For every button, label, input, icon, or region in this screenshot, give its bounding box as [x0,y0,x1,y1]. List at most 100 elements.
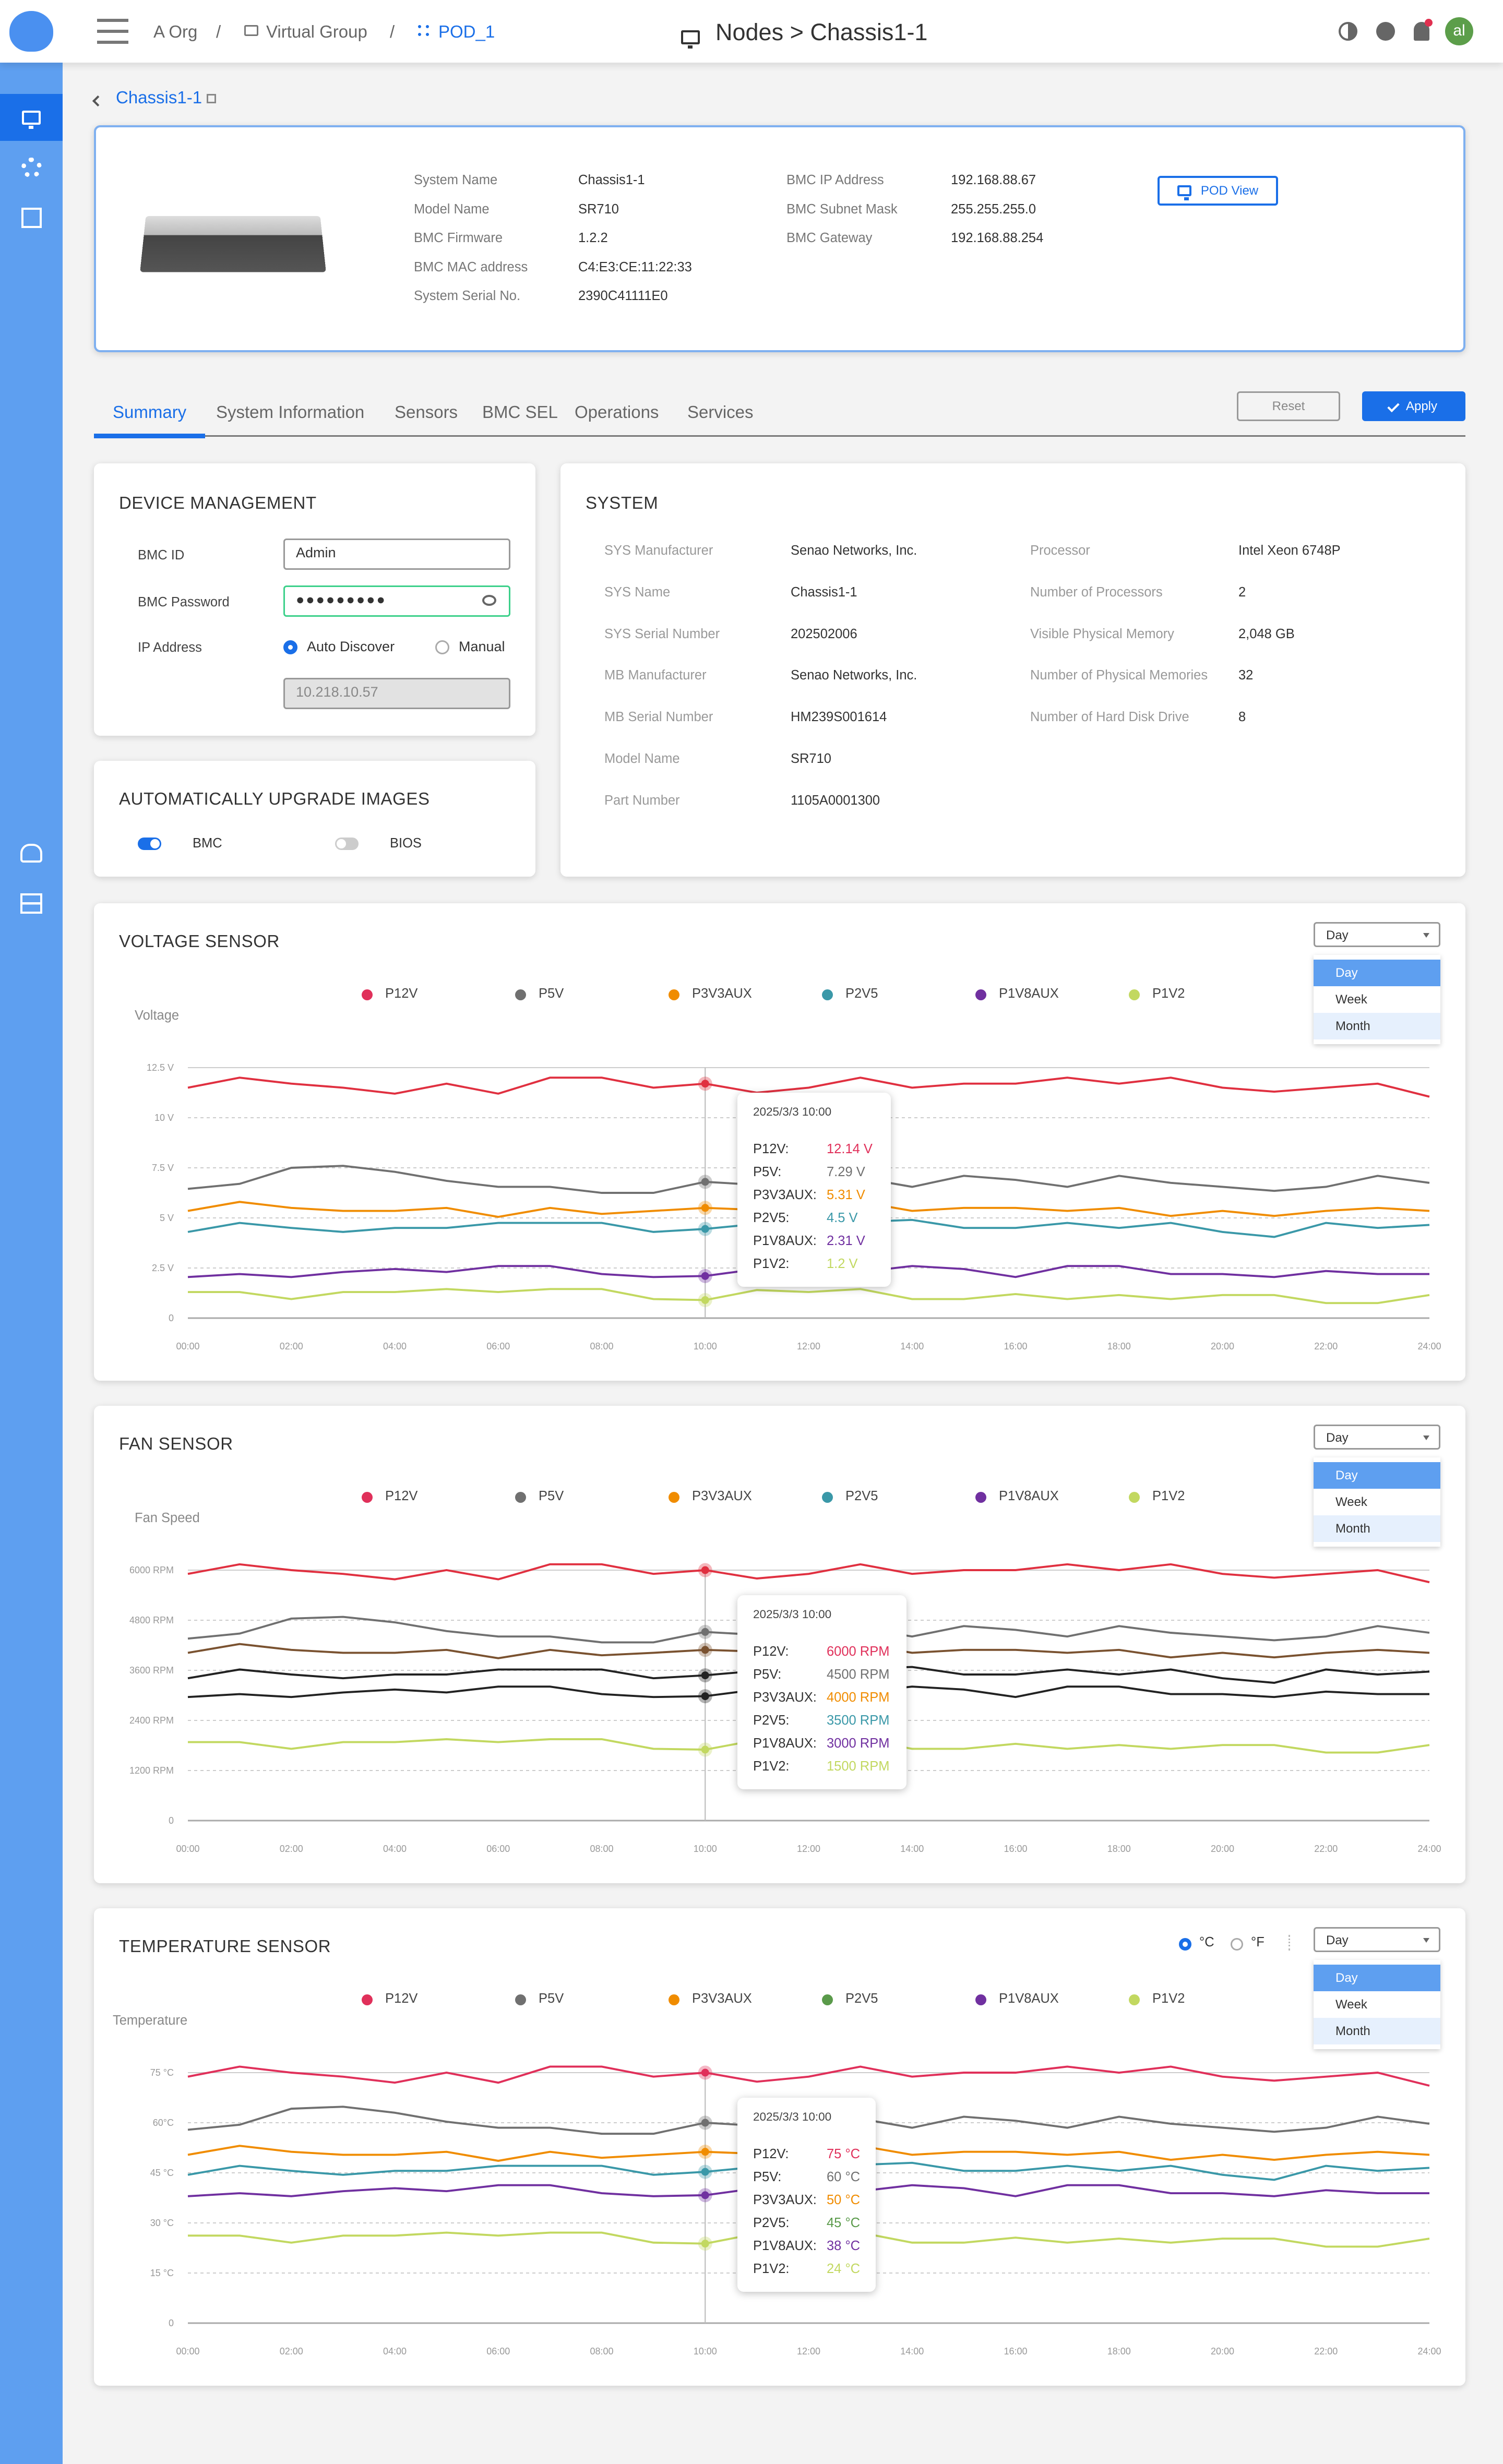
chart-tooltip: 2025/3/3 10:00 P12V: 75 °C P5V: 60 °C P3V3AUX… [737,2098,876,2292]
help-icon[interactable] [1376,22,1395,41]
chevron-down-icon [1423,933,1429,938]
legend-label-p12v[interactable]: P12V [385,1489,418,1503]
hover-point [701,2119,709,2127]
tooltip-series-name: P2V5: [753,2216,790,2231]
legend-label-p1v2[interactable]: P1V2 [1152,986,1185,1001]
breadcrumb-virtual-group[interactable]: Virtual Group [266,22,367,41]
tooltip-series-value: 3500 RPM [827,1713,890,1728]
range-option-day[interactable]: Day [1314,960,1440,986]
reset-button[interactable]: Reset [1237,391,1340,421]
sidebar-item-users[interactable] [0,830,63,877]
more-icon[interactable] [1289,1935,1290,1951]
tooltip-series-name: P3V3AUX: [753,1188,817,1203]
tab-operations[interactable]: Operations [575,402,659,422]
bios-toggle[interactable] [335,838,359,850]
bmc-id-input[interactable]: Admin [283,539,510,570]
apply-button[interactable]: Apply [1362,391,1465,421]
breadcrumb-org[interactable]: A Org [153,22,198,41]
auto-discover-radio[interactable] [283,640,297,654]
app-logo[interactable] [9,11,53,52]
range-dropdown-menu: Day Week Month [1314,1457,1440,1547]
legend-label-p5v[interactable]: P5V [539,1489,564,1503]
legend-label-p3v3aux[interactable]: P3V3AUX [692,1991,752,2006]
tab-services[interactable]: Services [687,402,754,422]
notification-bell-icon[interactable] [1414,19,1433,41]
hover-point [701,1566,709,1574]
system-label: Model Name [604,751,680,766]
hover-point [701,1692,709,1701]
legend-dot [362,1994,373,2005]
legend-label-p3v3aux[interactable]: P3V3AUX [692,1489,752,1503]
x-tick-label: 10:00 [694,2346,717,2357]
avatar[interactable]: al [1445,17,1473,45]
tooltip-row: P3V3AUX: 4000 RPM [753,1686,891,1709]
eye-icon[interactable] [482,595,496,606]
legend-label-p12v[interactable]: P12V [385,986,418,1001]
y-tick-label: 5 V [160,1213,174,1223]
bmc-password-input[interactable]: ●●●●●●●●● [283,585,510,617]
y-tick-label: 3600 RPM [129,1665,174,1676]
legend-label-p1v2[interactable]: P1V2 [1152,1489,1185,1503]
legend-dot [1129,1492,1140,1503]
edit-icon[interactable] [207,94,216,103]
legend-dot [822,989,833,1000]
range-select[interactable]: Day [1314,922,1440,947]
section-title: DEVICE MANAGEMENT [119,493,317,512]
legend-label-p2v5[interactable]: P2V5 [845,1991,878,2006]
fahrenheit-radio[interactable] [1231,1938,1243,1951]
tooltip-series-value: 38 °C [827,2239,861,2254]
manual-radio[interactable] [435,640,449,654]
tab-sensors[interactable]: Sensors [395,402,458,422]
range-option-week[interactable]: Week [1314,986,1440,1013]
info-label: BMC MAC address [414,259,528,274]
info-value: 192.168.88.254 [951,231,1044,245]
x-tick-label: 12:00 [797,2346,820,2357]
range-option-month[interactable]: Month [1314,1013,1440,1039]
range-option-day[interactable]: Day [1314,1965,1440,1991]
back-chevron-icon[interactable] [92,95,104,107]
legend-label-p3v3aux[interactable]: P3V3AUX [692,986,752,1001]
legend-label-p1v8aux[interactable]: P1V8AUX [999,1489,1059,1503]
range-option-day[interactable]: Day [1314,1462,1440,1489]
y-tick-label: 7.5 V [152,1163,174,1173]
sidebar-item-servers[interactable] [0,880,63,927]
range-select[interactable]: Day [1314,1425,1440,1450]
theme-toggle-icon[interactable] [1339,22,1357,41]
x-tick-label: 04:00 [383,1844,407,1854]
legend-label-p2v5[interactable]: P2V5 [845,986,878,1001]
sidebar-item-nodes[interactable] [0,94,63,141]
range-option-month[interactable]: Month [1314,2018,1440,2044]
legend-label-p2v5[interactable]: P2V5 [845,1489,878,1503]
y-tick-label: 10 V [154,1113,174,1123]
tab-summary[interactable]: Summary [113,402,187,422]
legend-label-p5v[interactable]: P5V [539,1991,564,2006]
x-tick-label: 02:00 [280,1844,303,1854]
tab-system-information[interactable]: System Information [216,402,365,422]
legend-label-p1v8aux[interactable]: P1V8AUX [999,986,1059,1001]
bmc-toggle[interactable] [138,838,161,850]
tab-bmc-sel[interactable]: BMC SEL [482,402,558,422]
breadcrumb-pod[interactable]: POD_1 [438,22,495,41]
info-value: C4:E3:CE:11:22:33 [578,259,692,274]
system-label: Visible Physical Memory [1030,626,1174,641]
range-select[interactable]: Day [1314,1927,1440,1952]
chart-tooltip: 2025/3/3 10:00 P12V: 6000 RPM P5V: 4500 RPM P… [737,1595,906,1789]
range-option-week[interactable]: Week [1314,1489,1440,1515]
device-management-card: DEVICE MANAGEMENT BMC ID Admin BMC Passw… [94,463,535,736]
legend-label-p1v2[interactable]: P1V2 [1152,1991,1185,2006]
legend-label-p12v[interactable]: P12V [385,1991,418,2006]
range-option-month[interactable]: Month [1314,1515,1440,1542]
x-tick-label: 06:00 [486,2346,510,2357]
sidebar-item-reports[interactable] [0,194,63,241]
legend-label-p5v[interactable]: P5V [539,986,564,1001]
sidebar-item-settings[interactable] [0,144,63,191]
hover-point [701,2191,709,2199]
legend-label-p1v8aux[interactable]: P1V8AUX [999,1991,1059,2006]
pod-view-button[interactable]: POD View [1158,176,1278,206]
tooltip-row: P2V5: 45 °C [753,2211,860,2234]
menu-icon[interactable] [97,19,128,44]
range-option-week[interactable]: Week [1314,1991,1440,2018]
hover-point [701,1204,709,1212]
tooltip-series-value: 3000 RPM [827,1736,890,1751]
celsius-radio[interactable] [1179,1938,1191,1951]
